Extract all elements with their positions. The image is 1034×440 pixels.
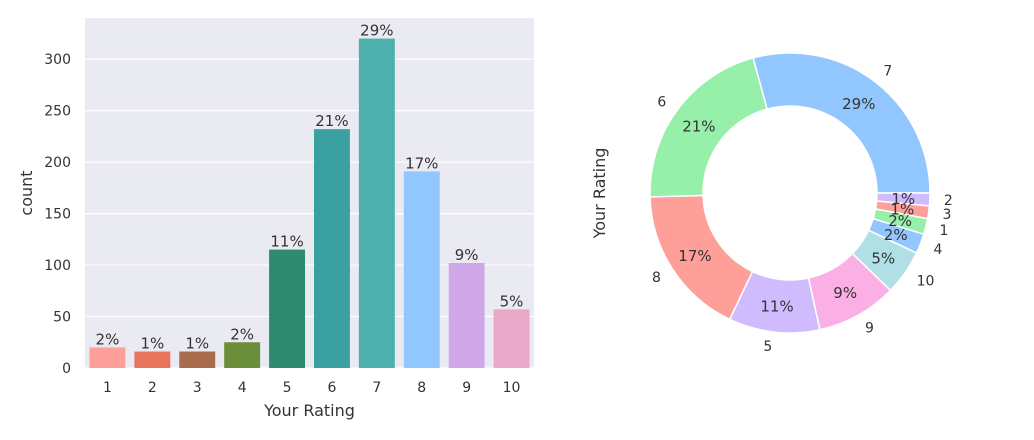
bar — [269, 249, 306, 368]
donut-category-label: 7 — [883, 64, 892, 80]
y-tick-label: 150 — [44, 207, 71, 223]
x-tick-label: 6 — [327, 380, 336, 396]
donut-percent-label: 9% — [833, 284, 857, 302]
bar-data-label: 29% — [360, 22, 393, 40]
bar-data-label: 21% — [315, 112, 348, 130]
donut-percent-label: 1% — [891, 190, 915, 208]
y-tick-label: 100 — [44, 258, 71, 274]
bar — [358, 38, 395, 369]
x-tick-label: 5 — [283, 380, 292, 396]
bar-chart: 0 50 100 150 200 250 300 1 2 3 4 5 6 7 8 9 10 2% 1% 1% 2% 1… — [17, 18, 534, 420]
donut-category-label: 3 — [943, 207, 952, 223]
donut-percent-label: 11% — [760, 298, 793, 316]
y-tick-label: 0 — [62, 361, 71, 377]
donut-category-label: 5 — [763, 339, 772, 355]
x-tick-label: 4 — [238, 380, 247, 396]
bar-data-label: 11% — [270, 233, 303, 251]
y-axis-label: count — [17, 170, 36, 215]
bar — [448, 263, 485, 368]
donut-percent-label: 21% — [682, 118, 715, 136]
donut-category-label: 1 — [940, 223, 949, 239]
x-axis-label: Your Rating — [263, 401, 355, 420]
bar — [134, 351, 171, 368]
donut-percent-label: 2% — [888, 212, 912, 230]
bar-data-label: 5% — [500, 292, 524, 310]
donut-percent-label: 2% — [884, 226, 908, 244]
donut-category-label: 2 — [944, 193, 953, 209]
bar — [493, 309, 530, 368]
donut-slices — [649, 52, 931, 334]
x-tick-labels: 1 2 3 4 5 6 7 8 9 10 — [103, 380, 520, 396]
bar-data-label: 17% — [405, 154, 438, 172]
bar-data-labels: 2% 1% 1% 2% 11% 21% 29% 17% 9% 5% — [96, 22, 524, 353]
donut-category-label: 9 — [865, 321, 874, 337]
donut-category-labels: 7 6 8 5 9 10 4 132 — [652, 64, 953, 355]
y-tick-labels: 0 50 100 150 200 250 300 — [44, 52, 71, 377]
x-tick-label: 9 — [462, 380, 471, 396]
bar — [179, 351, 216, 368]
bar — [224, 342, 261, 368]
donut-category-label: 8 — [652, 270, 661, 286]
donut-percent-labels: 29%21%17%11%9%5%2%2%1%1% — [678, 95, 915, 316]
y-tick-label: 200 — [44, 155, 71, 171]
y-tick-label: 300 — [44, 52, 71, 68]
y-tick-label: 250 — [44, 104, 71, 120]
donut-category-label: 6 — [657, 94, 666, 110]
donut-percent-label: 17% — [678, 247, 711, 265]
donut-percent-label: 29% — [842, 95, 875, 113]
bar — [313, 129, 350, 368]
donut-category-label: 10 — [917, 274, 935, 290]
donut-slice — [752, 52, 931, 194]
bar — [403, 171, 440, 368]
x-tick-label: 3 — [193, 380, 202, 396]
bar-data-label: 1% — [140, 335, 164, 353]
bar-data-label: 9% — [455, 246, 479, 264]
donut-slice — [875, 192, 931, 207]
y-tick-label: 50 — [53, 310, 71, 326]
bar-data-label: 2% — [96, 330, 120, 348]
x-tick-label: 7 — [372, 380, 381, 396]
x-tick-label: 2 — [148, 380, 157, 396]
donut-category-label: 4 — [934, 242, 943, 258]
donut-axis-label: Your Rating — [590, 148, 609, 240]
donut-percent-label: 1% — [890, 201, 914, 219]
x-tick-label: 1 — [103, 380, 112, 396]
x-tick-label: 8 — [417, 380, 426, 396]
bar — [89, 347, 126, 368]
x-tick-label: 10 — [503, 380, 521, 396]
bar-data-label: 2% — [230, 325, 254, 343]
donut-percent-label: 5% — [871, 250, 895, 268]
bar-data-label: 1% — [185, 335, 209, 353]
bar-series — [89, 38, 530, 369]
